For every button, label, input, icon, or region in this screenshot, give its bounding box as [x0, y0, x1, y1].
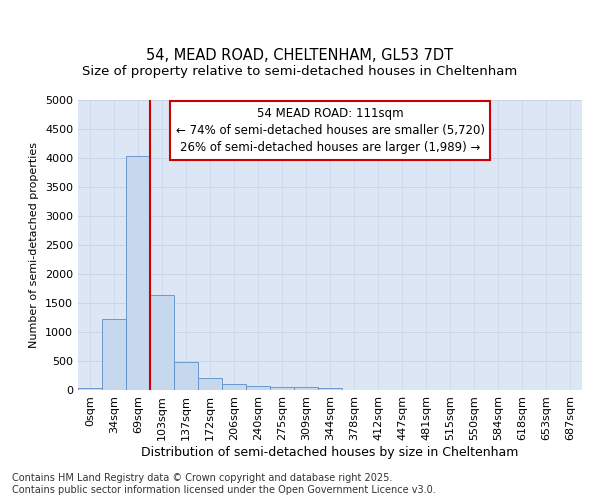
Bar [246, 386, 270, 390]
Bar [222, 384, 246, 390]
Bar [174, 362, 198, 390]
Text: Contains HM Land Registry data © Crown copyright and database right 2025.
Contai: Contains HM Land Registry data © Crown c… [12, 474, 436, 495]
Text: Size of property relative to semi-detached houses in Cheltenham: Size of property relative to semi-detach… [82, 64, 518, 78]
Y-axis label: Number of semi-detached properties: Number of semi-detached properties [29, 142, 40, 348]
Bar [126, 156, 150, 390]
Bar [198, 378, 222, 390]
Bar [150, 296, 174, 390]
Text: 54, MEAD ROAD, CHELTENHAM, GL53 7DT: 54, MEAD ROAD, CHELTENHAM, GL53 7DT [146, 48, 454, 62]
Bar [318, 388, 342, 390]
Bar [78, 388, 102, 390]
X-axis label: Distribution of semi-detached houses by size in Cheltenham: Distribution of semi-detached houses by … [142, 446, 518, 458]
Text: 54 MEAD ROAD: 111sqm
← 74% of semi-detached houses are smaller (5,720)
26% of se: 54 MEAD ROAD: 111sqm ← 74% of semi-detac… [176, 108, 485, 154]
Bar [294, 387, 318, 390]
Bar [270, 387, 294, 390]
Bar [102, 318, 126, 390]
